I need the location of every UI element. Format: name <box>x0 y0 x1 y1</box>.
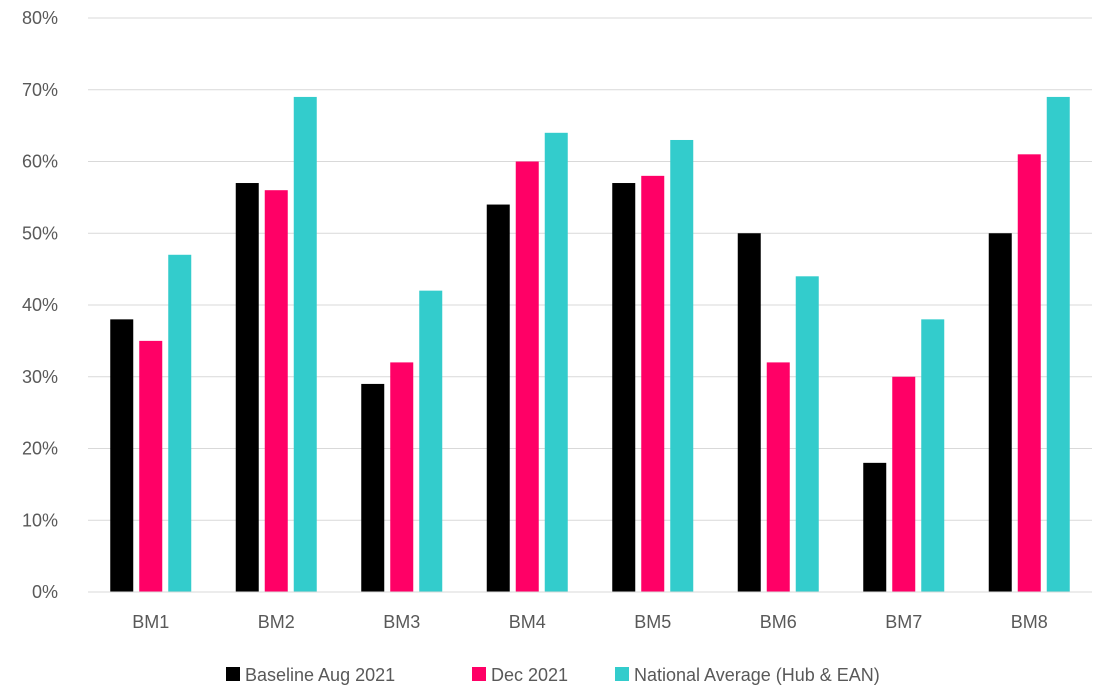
bar-bm3-series-2 <box>390 362 414 592</box>
x-tick-label: BM7 <box>885 612 922 632</box>
y-tick-label: 10% <box>22 510 58 530</box>
bar-bm1-series-1 <box>110 319 134 592</box>
bar-bm8-series-2 <box>1017 154 1041 592</box>
y-tick-label: 50% <box>22 223 58 243</box>
bar-bm4-series-3 <box>544 132 568 593</box>
bar-bm5-series-3 <box>670 139 694 592</box>
bar-bm5-series-1 <box>612 183 636 592</box>
x-tick-label: BM5 <box>634 612 671 632</box>
x-tick-label: BM6 <box>760 612 797 632</box>
bar-bm5-series-2 <box>641 175 665 592</box>
legend-swatch <box>472 667 486 681</box>
x-tick-label: BM3 <box>383 612 420 632</box>
x-tick-label: BM2 <box>258 612 295 632</box>
x-tick-label: BM4 <box>509 612 546 632</box>
y-tick-label: 80% <box>22 8 58 28</box>
y-tick-label: 0% <box>32 582 58 602</box>
y-tick-label: 70% <box>22 80 58 100</box>
bar-bm2-series-3 <box>293 96 317 593</box>
bar-bm2-series-1 <box>235 183 259 592</box>
bar-bm4-series-2 <box>515 161 539 592</box>
bar-bm1-series-2 <box>139 340 163 592</box>
bar-bm8-series-1 <box>988 233 1012 592</box>
bar-bm3-series-1 <box>361 383 385 592</box>
y-tick-label: 30% <box>22 367 58 387</box>
bar-bm7-series-1 <box>863 462 887 592</box>
bars <box>110 96 1070 593</box>
x-axis-tick-labels: BM1 BM2 BM3 BM4 BM5 BM6 BM7 BM8 <box>132 612 1048 632</box>
bar-bm1-series-3 <box>168 254 192 592</box>
bar-bm6-series-1 <box>737 233 761 592</box>
y-axis-tick-labels: 0% 10% 20% 30% 40% 50% 60% 70% 80% <box>22 8 58 602</box>
bar-bm4-series-1 <box>486 204 510 593</box>
legend-swatch <box>226 667 240 681</box>
y-tick-label: 20% <box>22 439 58 459</box>
bar-bm7-series-2 <box>892 376 916 592</box>
x-tick-label: BM1 <box>132 612 169 632</box>
legend-label: National Average (Hub & EAN) <box>634 665 880 685</box>
bar-bm6-series-2 <box>766 362 790 592</box>
legend-swatch <box>615 667 629 681</box>
y-tick-label: 60% <box>22 152 58 172</box>
legend: Baseline Aug 2021 Dec 2021 National Averag… <box>226 665 880 685</box>
legend-label: Baseline Aug 2021 <box>245 665 395 685</box>
bar-bm7-series-3 <box>921 319 945 592</box>
bar-bm8-series-3 <box>1046 96 1070 593</box>
legend-label: Dec 2021 <box>491 665 568 685</box>
bar-bm3-series-3 <box>419 290 443 592</box>
x-tick-label: BM8 <box>1011 612 1048 632</box>
bar-bm6-series-3 <box>795 276 819 592</box>
bar-bm2-series-2 <box>264 190 288 592</box>
y-tick-label: 40% <box>22 295 58 315</box>
